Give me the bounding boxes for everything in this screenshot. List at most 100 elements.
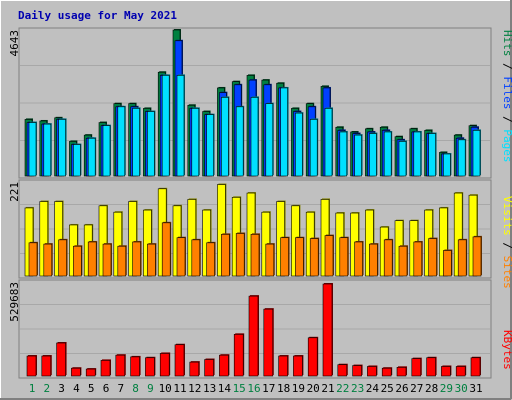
bar-pages-day-23 (354, 134, 362, 177)
bar-sites-day-8 (132, 241, 141, 277)
bar-pages-day-9 (147, 111, 155, 177)
day-label-27: 27 (410, 382, 423, 395)
kbytes-bars (26, 283, 481, 377)
bar-kbytes-day-22 (337, 364, 348, 377)
bar-sites-day-16 (250, 234, 260, 277)
bar-pages-day-28 (428, 133, 436, 177)
day-label-22: 22 (336, 382, 349, 395)
bar-sites-day-4 (73, 245, 82, 277)
bar-sites-day-31 (472, 236, 482, 277)
bar-sites-day-10 (161, 222, 171, 277)
bar-kbytes-day-18 (278, 355, 288, 377)
bar-sites-day-5 (87, 241, 97, 277)
bar-pages-day-10 (161, 75, 170, 177)
bar-pages-day-8 (132, 108, 140, 177)
legend-pages: Pages (501, 129, 512, 162)
day-label-28: 28 (425, 382, 438, 395)
day-label-13: 13 (203, 382, 216, 395)
bar-kbytes-day-28 (426, 357, 436, 377)
legend-files: Files (501, 76, 512, 109)
bar-kbytes-day-31 (470, 357, 481, 377)
bar-pages-day-21 (324, 108, 333, 177)
bar-kbytes-day-20 (307, 337, 318, 377)
bar-sites-day-17 (265, 243, 275, 277)
bar-sites-day-2 (43, 243, 53, 277)
legend-hits: Hits (501, 30, 512, 57)
bar-pages-day-16 (250, 97, 259, 177)
bar-sites-day-25 (383, 239, 393, 277)
bar-kbytes-day-25 (381, 367, 392, 377)
bar-kbytes-day-11 (174, 344, 185, 377)
bar-sites-day-9 (147, 243, 156, 277)
bar-pages-day-15 (235, 106, 244, 177)
bar-sites-day-11 (176, 237, 186, 277)
legend-visits: Visits (501, 196, 512, 236)
day-label-20: 20 (307, 382, 320, 395)
bar-pages-day-3 (58, 119, 66, 177)
day-label-26: 26 (395, 382, 408, 395)
bar-kbytes-day-8 (130, 356, 140, 377)
bar-pages-day-27 (413, 131, 422, 177)
day-label-21: 21 (321, 382, 334, 395)
day-label-5: 5 (88, 382, 95, 395)
bar-pages-day-4 (73, 144, 81, 177)
day-label-16: 16 (247, 382, 260, 395)
day-label-29: 29 (440, 382, 453, 395)
bar-sites-day-13 (206, 242, 215, 277)
bar-sites-day-21 (324, 235, 334, 277)
day-label-15: 15 (233, 382, 246, 395)
bar-kbytes-day-2 (41, 355, 52, 377)
bar-kbytes-day-30 (455, 366, 466, 377)
bar-sites-day-24 (369, 243, 378, 277)
bar-sites-day-3 (58, 239, 67, 277)
day-label-24: 24 (366, 382, 380, 395)
ymax-label-visits: 221 (8, 182, 21, 202)
bar-kbytes-day-17 (263, 308, 274, 377)
bar-pages-day-17 (265, 103, 274, 177)
bar-sites-day-14 (221, 234, 230, 277)
day-label-6: 6 (103, 382, 110, 395)
bar-sites-day-15 (235, 233, 245, 277)
bar-sites-day-27 (413, 241, 423, 277)
bar-pages-day-26 (398, 141, 407, 177)
bar-pages-day-19 (295, 112, 303, 177)
bar-pages-day-14 (221, 97, 229, 177)
day-label-1: 1 (29, 382, 36, 395)
day-label-3: 3 (58, 382, 65, 395)
bar-pages-day-31 (472, 130, 481, 177)
day-label-8: 8 (132, 382, 139, 395)
hits-files-pages-bars (24, 29, 481, 177)
day-label-2: 2 (43, 382, 50, 395)
bar-pages-day-29 (443, 153, 451, 177)
ymax-label-kbytes: 529683 (8, 282, 21, 322)
bar-pages-day-20 (309, 119, 318, 177)
bar-kbytes-day-27 (411, 358, 422, 377)
bar-sites-day-12 (191, 239, 201, 277)
bar-pages-day-2 (43, 123, 52, 177)
bar-sites-day-18 (280, 237, 289, 277)
day-label-25: 25 (381, 382, 394, 395)
bar-sites-day-30 (457, 239, 467, 277)
day-label-18: 18 (277, 382, 290, 395)
bar-sites-day-1 (28, 242, 38, 277)
day-label-4: 4 (73, 382, 80, 395)
bar-kbytes-day-16 (248, 295, 259, 377)
legend-kbytes: KBytes (501, 330, 512, 370)
bar-kbytes-day-19 (293, 355, 303, 377)
day-label-30: 30 (455, 382, 468, 395)
bar-pages-day-11 (176, 75, 185, 177)
day-label-19: 19 (292, 382, 305, 395)
day-label-9: 9 (147, 382, 154, 395)
day-label-14: 14 (218, 382, 232, 395)
bar-kbytes-day-21 (322, 283, 333, 377)
visits-sites-bars (24, 183, 482, 277)
ymax-label-hits: 4643 (8, 30, 21, 57)
bar-kbytes-day-9 (145, 357, 155, 377)
legend-visits-sites: Visits / Sites (501, 196, 512, 289)
bar-kbytes-day-12 (189, 361, 200, 377)
chart-title: Daily usage for May 2021 (18, 9, 177, 22)
bar-sites-day-29 (443, 250, 452, 277)
bar-kbytes-day-26 (396, 367, 407, 377)
bar-sites-day-20 (309, 238, 319, 277)
